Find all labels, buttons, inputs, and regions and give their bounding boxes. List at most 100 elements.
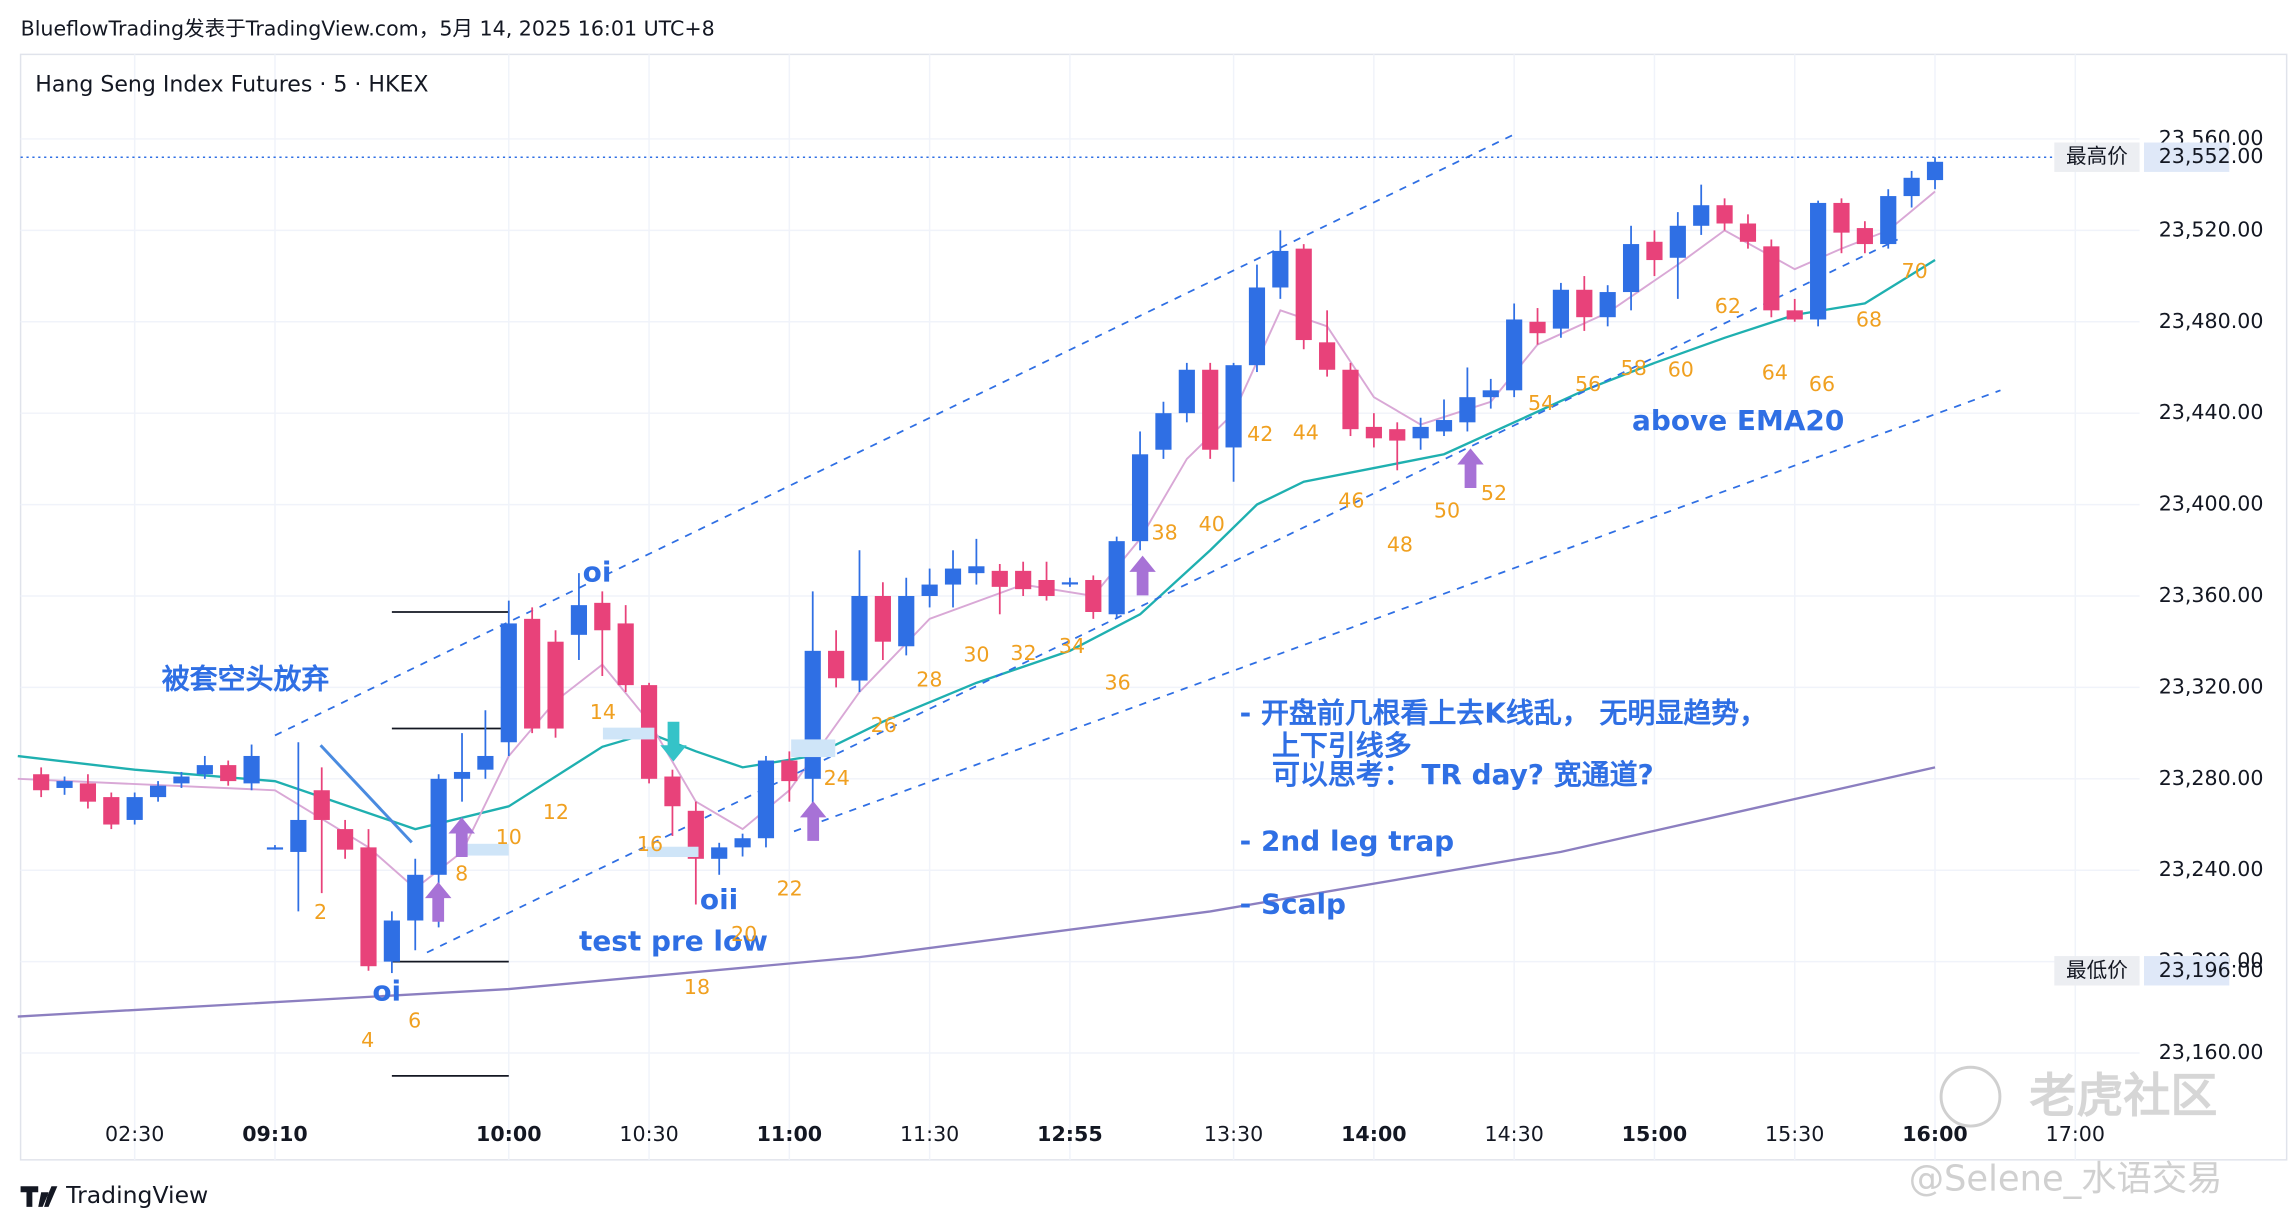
candle-body: [1552, 289, 1570, 329]
annotations: 被套空头放弃 oi oi oii test pre low above EMA20 - 开盘…: [162, 404, 1845, 1007]
candle-body: [477, 755, 494, 770]
y-tick-label: 23,280.00: [2159, 766, 2264, 790]
candle-body: [1015, 570, 1032, 590]
pointer-line: [319, 744, 413, 844]
candle-body: [103, 797, 120, 825]
candle-body: [1646, 241, 1663, 261]
moving-average: [17, 766, 1936, 1018]
bar-number: 20: [731, 922, 757, 946]
bar-number: 8: [455, 862, 468, 886]
candle-body: [828, 650, 845, 679]
x-tick-label: 02:30: [105, 1122, 164, 1146]
candle-body: [383, 920, 400, 962]
candle-body: [1506, 319, 1523, 391]
x-tick-label: 17:00: [2046, 1122, 2105, 1146]
price-box-name: 最低价: [2066, 958, 2128, 982]
candle-body: [430, 778, 447, 875]
candle-body: [664, 776, 681, 807]
price-box: [2054, 142, 2140, 172]
candle-body: [1202, 369, 1219, 450]
candle-body: [173, 776, 190, 784]
candle-body: [804, 650, 821, 779]
candles: [33, 157, 1944, 974]
zone: [602, 727, 655, 740]
bar-number: 48: [1387, 532, 1413, 556]
candle-body: [1389, 429, 1406, 441]
candle-body: [1856, 228, 1873, 245]
down-arrow: [660, 721, 687, 762]
candle-body: [734, 838, 751, 848]
bar-number: 70: [1902, 259, 1928, 283]
footer: TradingView: [65, 1181, 208, 1209]
candle-body: [1810, 202, 1827, 320]
bar-number: 52: [1481, 481, 1507, 505]
annotation: - 开盘前几根看上去K线乱， 无明显趋势，: [1240, 696, 1767, 729]
candle-body: [1272, 250, 1289, 288]
candle-body: [781, 760, 798, 782]
bar-number: 16: [637, 832, 663, 856]
y-tick-label: 23,480.00: [2159, 309, 2264, 333]
candle-body: [126, 797, 143, 820]
up-arrow: [424, 882, 452, 922]
bar-number: 24: [824, 766, 850, 790]
bar-number: 40: [1199, 512, 1225, 536]
candle-body: [1739, 223, 1757, 242]
bar-number: 30: [963, 643, 989, 667]
candle-body: [500, 623, 517, 743]
bar-number: 32: [1010, 641, 1036, 665]
frame: [19, 53, 2288, 1161]
candle-body: [1131, 454, 1149, 542]
bar-number: 36: [1104, 671, 1130, 695]
candle-body: [851, 595, 868, 681]
candle-body: [1085, 579, 1102, 612]
y-tick-label: 23,520.00: [2159, 217, 2264, 241]
y-tick-label: 23,400.00: [2159, 492, 2264, 516]
y-tick-label: 23,160.00: [2159, 1040, 2264, 1064]
candle-body: [1178, 369, 1195, 414]
candle-body: [196, 765, 213, 775]
bar-number: 18: [684, 975, 710, 999]
candle-body: [1248, 287, 1266, 366]
bar-number: 46: [1338, 488, 1364, 512]
price-box-name: 最高价: [2066, 144, 2128, 168]
annotation: 被套空头放弃: [162, 663, 330, 696]
bar-number: 4: [361, 1028, 374, 1052]
bar-number: 56: [1575, 372, 1601, 396]
candle-body: [711, 847, 728, 859]
x-tick-label: 10:00: [476, 1122, 542, 1146]
candle-body: [1669, 225, 1686, 258]
moving-average: [17, 259, 1936, 831]
candle-body: [337, 829, 354, 850]
candle-body: [1693, 205, 1710, 226]
candle-body: [594, 602, 611, 631]
bar-number: 12: [543, 800, 569, 824]
y-tick-label: 23,320.00: [2159, 674, 2264, 698]
logo: TradingView: [20, 1181, 208, 1209]
y-tick-label: 23,440.00: [2159, 400, 2264, 424]
candle-body: [1459, 397, 1476, 423]
bar-number: 38: [1152, 521, 1178, 545]
x-tick-label: 15:00: [1622, 1122, 1688, 1146]
bar-number: 60: [1668, 357, 1694, 381]
bar-number: 62: [1715, 294, 1741, 318]
candle-body: [1435, 420, 1453, 432]
zone: [647, 846, 699, 858]
up-arrow: [1457, 448, 1484, 489]
bar-number: 26: [871, 713, 897, 737]
x-tick-label: 12:55: [1037, 1122, 1103, 1146]
candle-body: [898, 595, 915, 647]
candle-body: [1295, 248, 1312, 341]
candle-body: [524, 618, 541, 729]
x-tick-label: 15:30: [1765, 1122, 1824, 1146]
candle-body: [1786, 310, 1803, 320]
shapes: [319, 448, 1484, 922]
candle-body: [570, 605, 588, 635]
annotation: oii: [700, 883, 738, 916]
up-arrow: [799, 801, 827, 841]
candle-body: [1833, 202, 1850, 233]
candle-body: [1880, 196, 1897, 245]
y-tick-label: 23,360.00: [2159, 583, 2264, 607]
